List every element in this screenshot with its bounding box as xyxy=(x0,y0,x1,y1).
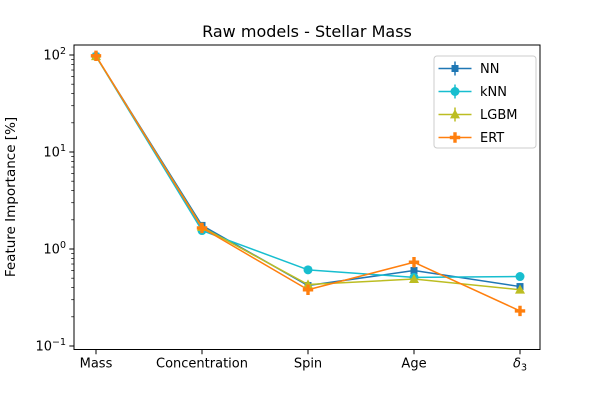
marker-ERT xyxy=(90,50,102,62)
y-axis: 102 101 100 10−1 xyxy=(35,46,74,355)
marker-ERT xyxy=(408,257,420,268)
legend-label-LGBM: LGBM xyxy=(480,108,517,123)
marker-kNN xyxy=(303,265,313,275)
legend-entry-kNN: kNN xyxy=(438,84,507,100)
legend-entry-NN: NN xyxy=(438,61,499,77)
x-tick-label: Concentration xyxy=(156,357,248,372)
legend-entry-ERT: ERT xyxy=(438,131,504,146)
x-axis: Mass Concentration Spin Age δ3 xyxy=(80,349,527,374)
marker-LGBM xyxy=(515,284,525,294)
legend-label-ERT: ERT xyxy=(480,131,504,146)
marker-LGBM xyxy=(409,273,419,283)
x-tick-label: Mass xyxy=(80,357,113,372)
y-axis-label: Feature Importance [%] xyxy=(3,117,19,277)
marker-kNN xyxy=(515,272,525,282)
chart-title: Raw models - Stellar Mass xyxy=(202,22,412,41)
marker-ERT xyxy=(514,305,526,317)
x-tick-label: Spin xyxy=(294,357,322,372)
y-tick-label: 101 xyxy=(43,143,66,161)
legend-marker-NN xyxy=(451,65,459,72)
y-tick-label: 10−1 xyxy=(35,337,66,355)
legend-marker-kNN xyxy=(450,87,460,96)
legend-entry-LGBM: LGBM xyxy=(438,107,517,123)
legend-marker-LGBM xyxy=(450,109,460,119)
legend-label-NN: NN xyxy=(480,62,499,77)
legend-frame xyxy=(433,55,537,149)
y-tick-label: 100 xyxy=(43,240,66,258)
legend: NN kNN LGBM ERT xyxy=(433,55,537,149)
legend-label-kNN: kNN xyxy=(480,85,507,100)
legend-marker-ERT xyxy=(449,132,461,143)
x-tick-label: Age xyxy=(401,357,426,372)
series-ERT xyxy=(90,50,526,317)
plot-area: 102 101 100 10−1 Mass Concentration Spin Age δ3 N… xyxy=(35,44,541,374)
y-tick-label: 102 xyxy=(43,46,66,64)
marker-LGBM xyxy=(303,279,313,289)
marker-ERT xyxy=(196,222,208,234)
marker-NN xyxy=(410,267,418,275)
axes-frame xyxy=(73,44,541,350)
marker-ERT xyxy=(302,284,314,295)
x-tick-label: δ3 xyxy=(513,357,527,374)
series-kNN xyxy=(91,51,525,282)
